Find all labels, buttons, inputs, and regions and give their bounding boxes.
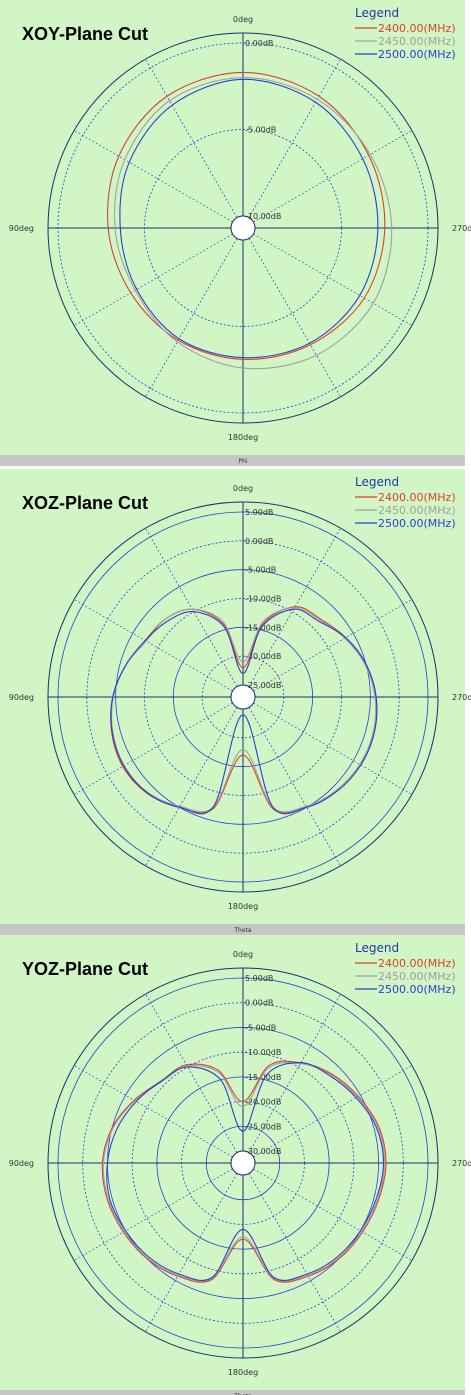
spoke (73, 130, 244, 229)
chart-title: YOZ-Plane Cut (22, 959, 148, 979)
r-tick-label: -30.00dB (245, 1147, 281, 1156)
spoke (242, 599, 413, 698)
legend-title: Legend (355, 475, 399, 489)
angle-label: 0deg (233, 15, 253, 24)
angle-label: 270deg (452, 224, 471, 233)
polar-panel: 0deg 90deg 180deg 270deg 5.00dB 0.00dB -5.00dB… (0, 469, 471, 935)
r-tick-label: -10.00dB (245, 212, 281, 221)
angle-label: 270deg (452, 693, 471, 702)
axis-label: Phi (238, 458, 247, 465)
axis-bar (0, 924, 465, 935)
center-circle (230, 1150, 256, 1176)
pattern-line (111, 607, 377, 813)
spoke (73, 227, 244, 326)
legend-entry: 2450.00(MHz) (378, 504, 456, 517)
spoke (145, 58, 244, 229)
center-circle (230, 684, 256, 710)
legend-entry: 2400.00(MHz) (378, 957, 456, 970)
spoke (145, 696, 244, 867)
angle-label: 270deg (452, 1159, 471, 1168)
legend-title: Legend (355, 6, 399, 20)
r-tick-label: -20.00dB (245, 652, 281, 661)
spoke (145, 527, 244, 698)
r-tick-label: -10.00dB (245, 1048, 281, 1057)
spoke (73, 696, 244, 795)
spoke (145, 227, 244, 398)
pattern-line (101, 1060, 387, 1283)
spoke (242, 993, 341, 1164)
spoke (145, 993, 244, 1164)
angle-label: 180deg (228, 1368, 258, 1377)
axis-label: Theta (233, 1393, 252, 1395)
pattern-line (107, 71, 386, 360)
r-tick-label: -25.00dB (245, 681, 281, 690)
axis-bar (0, 455, 465, 466)
angle-label: 0deg (233, 484, 253, 493)
r-tick-label: -20.00dB (245, 1098, 281, 1107)
r-tick-label: 0.00dB (245, 999, 273, 1008)
spoke (242, 1065, 413, 1164)
polar-panel: 0deg 90deg 180deg 270deg 0.00dB -5.00dB -10.00… (0, 0, 471, 466)
axis-bar (0, 1390, 465, 1395)
spoke (242, 1162, 341, 1333)
spoke (73, 599, 244, 698)
r-tick-label: 0.00dB (245, 39, 273, 48)
axis-label: Theta (233, 927, 252, 934)
legend-entry: 2500.00(MHz) (378, 983, 456, 996)
legend-title: Legend (355, 941, 399, 955)
spoke (242, 227, 413, 326)
spoke (242, 1162, 413, 1261)
r-tick-label: -25.00dB (245, 1122, 281, 1131)
r-tick-label: -5.00dB (245, 1023, 276, 1032)
angle-label: 90deg (9, 224, 34, 233)
spoke (242, 227, 341, 398)
spoke (242, 696, 413, 795)
legend-entry: 2400.00(MHz) (378, 22, 456, 35)
pattern-line (114, 77, 393, 370)
pattern-line (119, 78, 379, 359)
legend-entry: 2400.00(MHz) (378, 491, 456, 504)
pattern-line (106, 1062, 385, 1281)
spoke (145, 1162, 244, 1333)
r-tick-label: 5.00dB (245, 508, 273, 517)
chart-title: XOY-Plane Cut (22, 24, 148, 44)
spoke (242, 527, 341, 698)
r-tick-label: -5.00dB (245, 126, 276, 135)
legend-entry: 2450.00(MHz) (378, 970, 456, 983)
spoke (242, 696, 341, 867)
angle-label: 180deg (228, 433, 258, 442)
pattern-line (110, 608, 378, 815)
r-tick-label: 0.00dB (245, 537, 273, 546)
pattern-line (102, 1061, 386, 1282)
spoke (242, 130, 413, 229)
r-tick-label: -5.00dB (245, 566, 276, 575)
chart-title: XOZ-Plane Cut (22, 493, 148, 513)
polar-panel: 0deg 90deg 180deg 270deg 5.00dB 0.00dB -5.00dB… (0, 935, 471, 1395)
legend-entry: 2450.00(MHz) (378, 35, 456, 48)
angle-label: 180deg (228, 902, 258, 911)
r-tick-label: 5.00dB (245, 974, 273, 983)
r-tick-label: -15.00dB (245, 623, 281, 632)
r-tick-label: -10.00dB (245, 595, 281, 604)
angle-label: 90deg (9, 1159, 34, 1168)
legend-entry: 2500.00(MHz) (378, 517, 456, 530)
spoke (73, 1065, 244, 1164)
r-tick-label: -15.00dB (245, 1073, 281, 1082)
angle-label: 90deg (9, 693, 34, 702)
center-circle (230, 215, 256, 241)
spoke (73, 1162, 244, 1261)
angle-label: 0deg (233, 950, 253, 959)
spoke (242, 58, 341, 229)
legend-entry: 2500.00(MHz) (378, 48, 456, 61)
